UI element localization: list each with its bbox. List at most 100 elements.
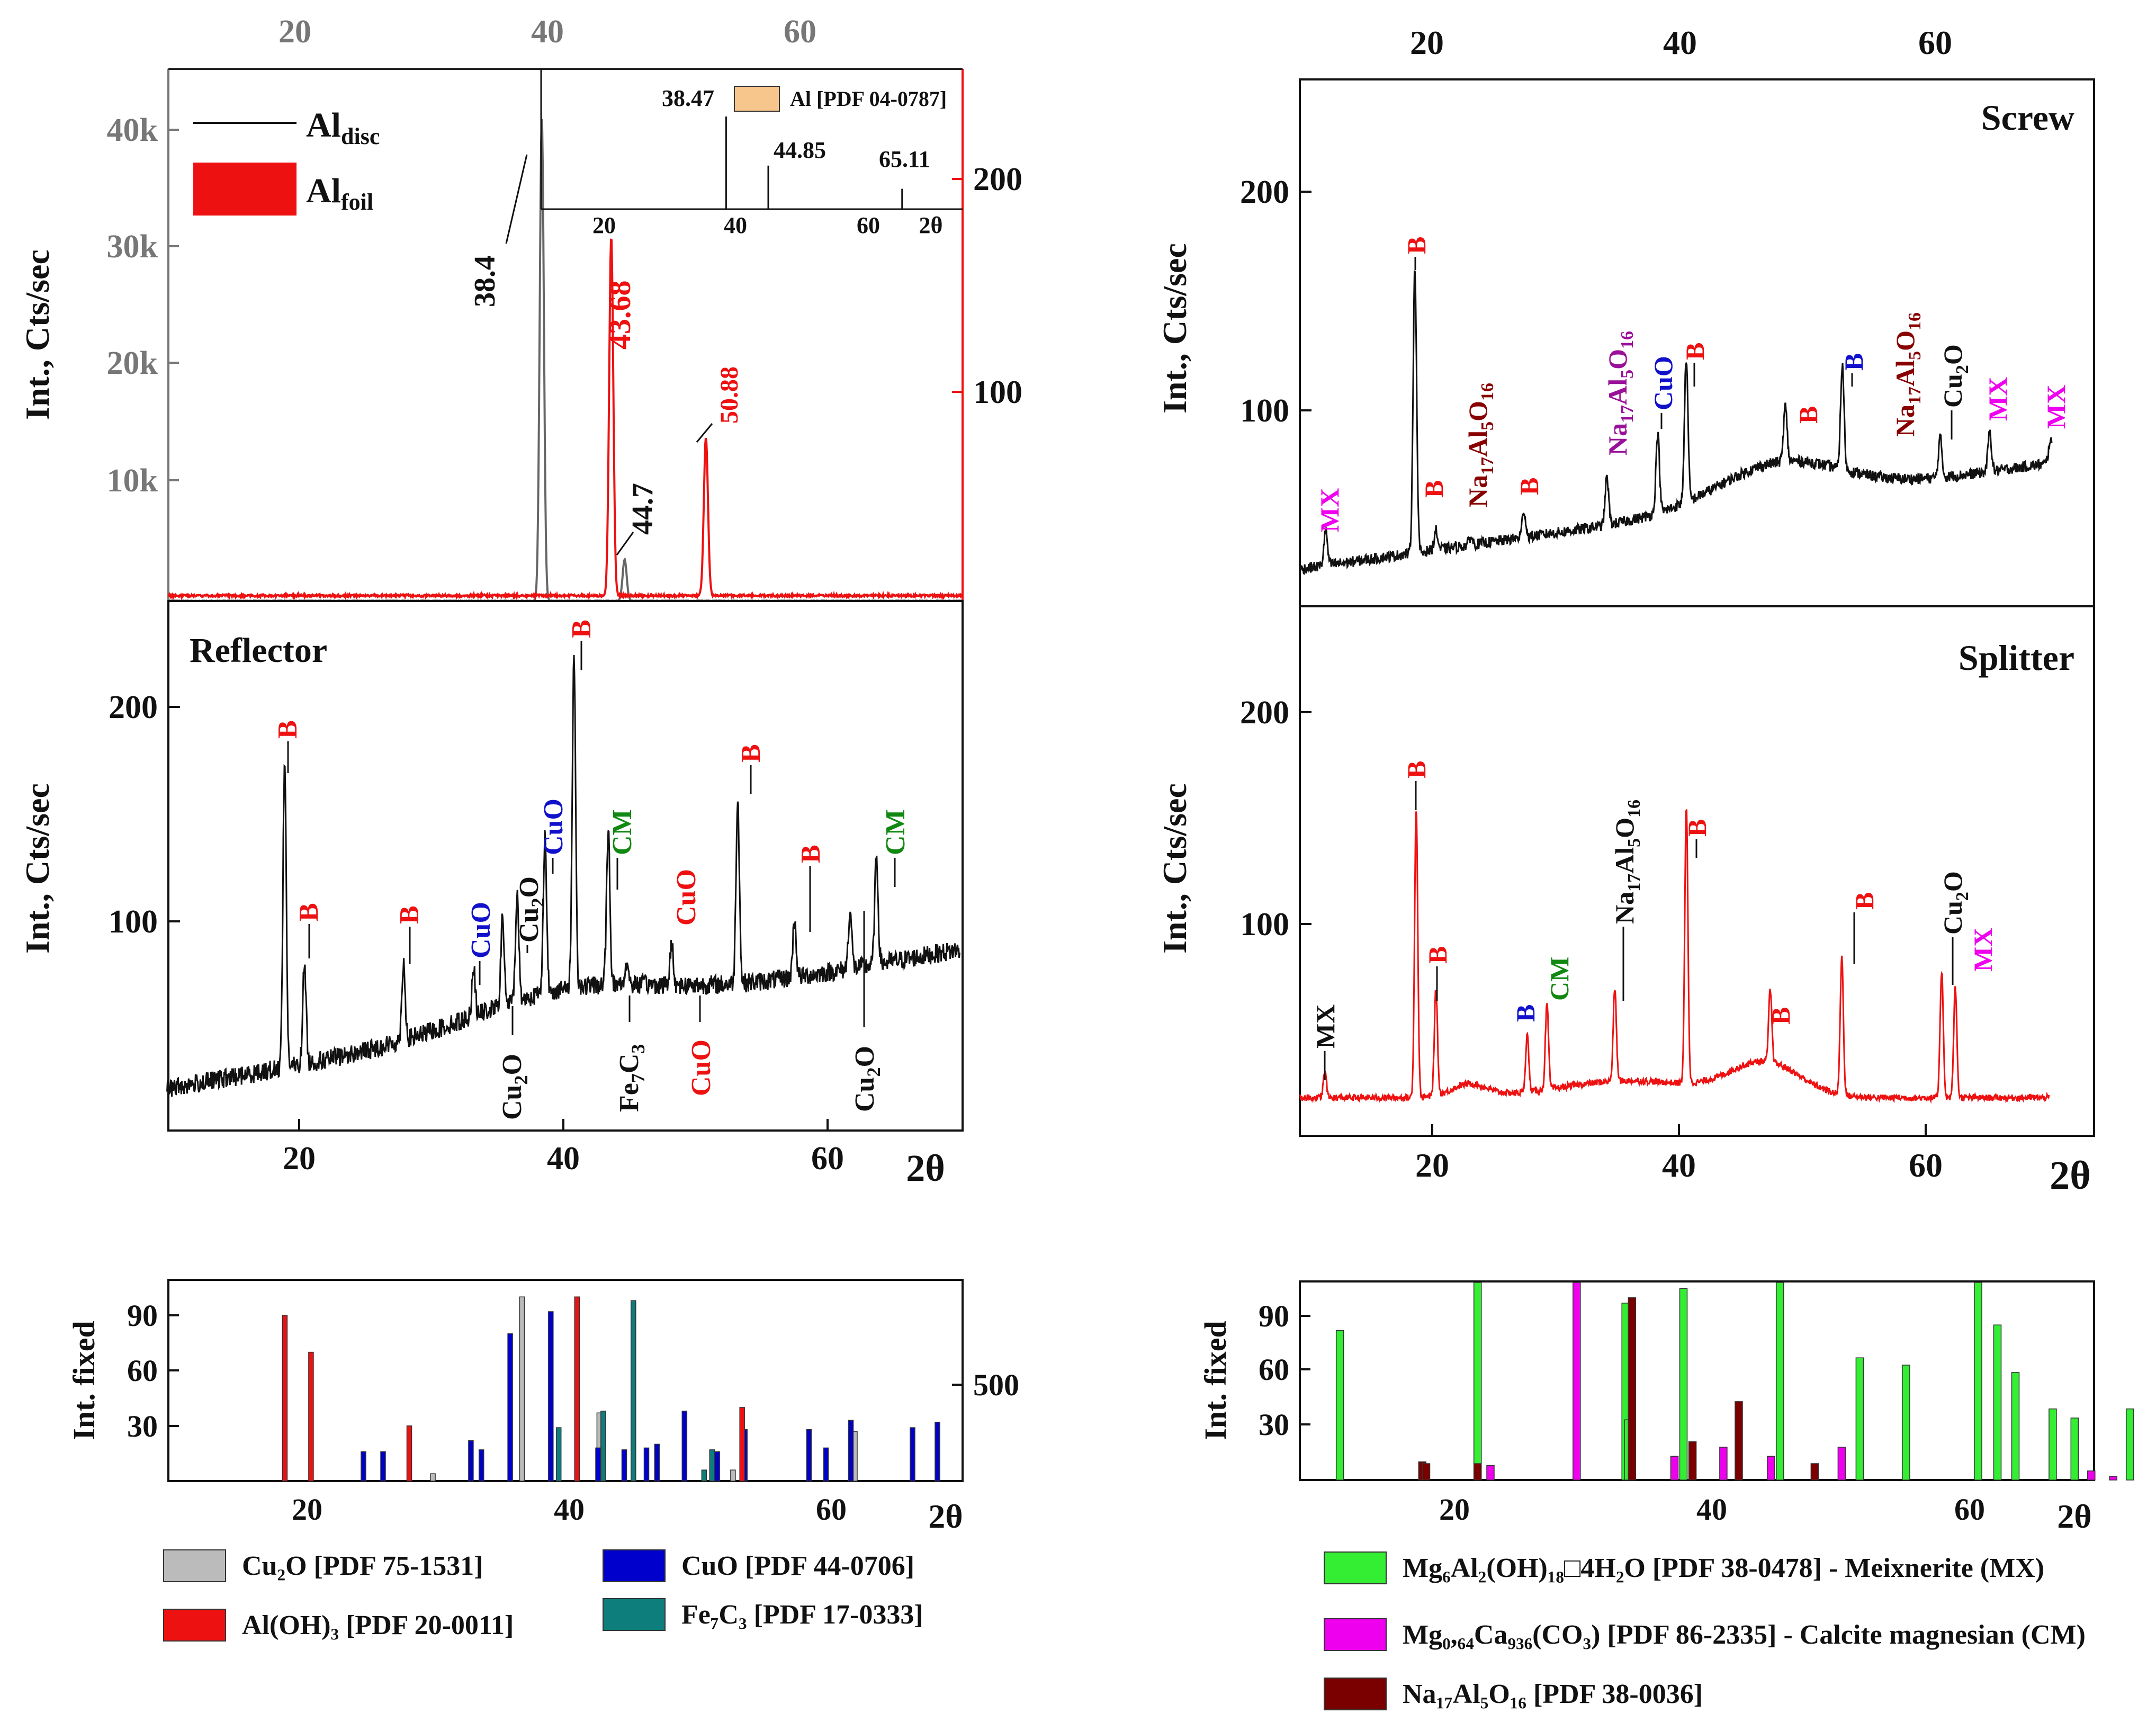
cuo-bar-9 bbox=[654, 1443, 660, 1482]
screw-label-B-6: B bbox=[1839, 353, 1868, 371]
mx-bar-0 bbox=[1335, 1330, 1344, 1481]
splitter-xtick-60: 60 bbox=[1909, 1146, 1943, 1184]
screw-label-Na-1: Na17Al5O16 bbox=[1463, 383, 1497, 507]
cuo-bar-5 bbox=[548, 1311, 554, 1482]
splitter-label-CM: CM bbox=[1544, 957, 1574, 1001]
splitter-title: Splitter bbox=[1959, 638, 2074, 678]
ref-right-xlabel: 2θ bbox=[2057, 1497, 2091, 1535]
mx-bar-13 bbox=[2126, 1408, 2134, 1481]
legend-fe7c3: Fe₇C₃ [PDF 17-0333] bbox=[603, 1598, 923, 1631]
screw-ytick-100: 100 bbox=[1240, 393, 1289, 429]
ref-right-ytick-30: 30 bbox=[1259, 1407, 1289, 1442]
ref-left-xlabel: 2θ bbox=[928, 1497, 963, 1535]
legend-na: Na₁₇Al₅O₁₆ [PDF 38-0036] bbox=[1324, 1678, 1703, 1710]
screw-title: Screw bbox=[1981, 97, 2074, 138]
legend-mx-swatch bbox=[1324, 1551, 1387, 1584]
screw-label-Cu2O: Cu2O bbox=[1938, 344, 1972, 408]
al-top-tick-20: 20 bbox=[279, 14, 311, 50]
fe7c3-bar-0 bbox=[555, 1427, 562, 1482]
aloh3-bar-3 bbox=[574, 1296, 580, 1482]
reflector-label-B-4: B bbox=[567, 620, 597, 638]
al-rtick-100: 100 bbox=[973, 374, 1022, 410]
reflector-label-CM-2: CM bbox=[881, 809, 911, 855]
legend-aloh3: Al(OH)₃ [PDF 20-0011] bbox=[163, 1609, 514, 1642]
al-ylabel: Int., Cts/sec bbox=[19, 249, 56, 420]
ref-left-ytick-60: 60 bbox=[127, 1353, 158, 1388]
cm-bar-6 bbox=[2087, 1470, 2096, 1481]
inset-reference-lines bbox=[725, 116, 903, 209]
mx-bar-4 bbox=[1679, 1288, 1688, 1481]
splitter-label-B-5: B bbox=[1766, 1007, 1795, 1025]
screw-ylabel: Int., Cts/sec bbox=[1156, 243, 1193, 414]
screw-label-MX-2: MX bbox=[1983, 377, 2013, 421]
aloh3-bar-4 bbox=[739, 1407, 745, 1482]
splitter-label-B-1: B bbox=[1402, 761, 1431, 778]
ref-left-ytick-30: 30 bbox=[127, 1409, 158, 1443]
al-peak-43-68: 43.68 bbox=[603, 281, 637, 350]
screw-label-B-1: B bbox=[1402, 237, 1431, 254]
inset-tick-40: 40 bbox=[724, 212, 747, 238]
legend-al-foil-swatch bbox=[193, 163, 297, 216]
na-bar-6 bbox=[1810, 1463, 1819, 1481]
ref-left-xtick-40: 40 bbox=[554, 1492, 585, 1527]
screw-top-tick-60: 60 bbox=[1918, 24, 1952, 61]
reflector-panel: Reflector 100 200 20 40 60 2θ Int., Cts/… bbox=[19, 600, 964, 1189]
screw-label-MX-3: MX bbox=[2041, 385, 2071, 429]
legend-fe7c3-swatch bbox=[603, 1598, 666, 1631]
cu2o-bar-1 bbox=[519, 1296, 525, 1482]
inset-title: Al [PDF 04-0787] bbox=[790, 87, 947, 111]
al-peak-38-4-leader bbox=[505, 154, 528, 244]
screw-top-ticks: 20 40 60 bbox=[1410, 24, 1952, 61]
splitter-leaders bbox=[1324, 781, 1954, 1080]
na-bar-2 bbox=[1473, 1463, 1482, 1481]
reflector-label-CM-1: CM bbox=[607, 809, 637, 855]
ref-right-ytick-60: 60 bbox=[1259, 1352, 1289, 1387]
ref-left-xtick-60: 60 bbox=[816, 1492, 847, 1527]
ref-left-bars bbox=[282, 1296, 940, 1482]
legend-mx: Mg₆Al₂(OH)₁₈□4H₂O [PDF 38-0478] - Meixne… bbox=[1324, 1551, 2044, 1584]
al-ytick-40k: 40k bbox=[107, 112, 158, 148]
al-inset: Al [PDF 04-0787] 38.47 44.85 65.11 20 40… bbox=[540, 69, 963, 238]
cu2o-bar-3 bbox=[730, 1469, 736, 1482]
fe7c3-bar-2 bbox=[631, 1300, 636, 1482]
splitter-ytick-200: 200 bbox=[1240, 695, 1289, 731]
ref-left-panel: 30 60 90 500 20 40 60 2θ Int. fixed bbox=[67, 1279, 1019, 1535]
reflector-ytick-100: 100 bbox=[109, 904, 158, 940]
al-peak-50-88-leader bbox=[696, 423, 713, 443]
ref-right-bars bbox=[1335, 1282, 2134, 1481]
ref-right-xtick-60: 60 bbox=[1954, 1492, 1985, 1527]
legend-cuo-label: CuO [PDF 44-0706] bbox=[681, 1550, 915, 1581]
legend-cu2o: Cu₂O [PDF 75-1531] bbox=[163, 1549, 483, 1582]
mx-bar-6 bbox=[1855, 1357, 1864, 1481]
inset-al-swatch bbox=[734, 86, 780, 112]
splitter-ylabel: Int., Cts/sec bbox=[1156, 783, 1193, 954]
cuo-bar-16 bbox=[910, 1427, 915, 1482]
reflector-xlabel: 2θ bbox=[906, 1147, 945, 1189]
al-panel: 10k 20k 30k 40k 100 200 Int., Cts/sec Al… bbox=[19, 68, 1022, 603]
ref-right-panel: 30 60 90 20 40 60 2θ Int. fixed bbox=[1198, 1280, 2134, 1535]
splitter-panel: Splitter 100 200 20 40 60 2θ Int., Cts/s… bbox=[1156, 605, 2095, 1198]
screw-ytick-200: 200 bbox=[1240, 174, 1289, 210]
legend-aloh3-swatch bbox=[163, 1609, 226, 1642]
screw-panel: Screw 100 200 Int., Cts/sec MX B B Na17A… bbox=[1156, 78, 2095, 607]
na-bar-3 bbox=[1628, 1297, 1637, 1481]
legend-cuo-swatch bbox=[603, 1549, 666, 1582]
ref-right-xtick-20: 20 bbox=[1439, 1492, 1470, 1527]
cm-bar-7 bbox=[2109, 1476, 2117, 1481]
screw-label-B-4: B bbox=[1680, 343, 1710, 360]
legend-cm: Mg₀,₆₄Ca₉₃₆(CO₃) [PDF 86-2335] - Calcite… bbox=[1324, 1618, 2086, 1651]
na-bar-5 bbox=[1735, 1401, 1743, 1481]
fe7c3-bar-4 bbox=[709, 1449, 715, 1482]
screw-label-B-5: B bbox=[1793, 406, 1823, 424]
splitter-trace bbox=[1299, 809, 2050, 1104]
al-peak-44-7-leader bbox=[616, 532, 634, 555]
ref-left-frame bbox=[167, 1279, 964, 1482]
al-ytick-30k: 30k bbox=[107, 229, 158, 265]
cuo-bar-14 bbox=[823, 1447, 829, 1482]
reflector-trace bbox=[166, 654, 960, 1097]
reflector-label-Fe7C3: Fe7C3 bbox=[614, 1044, 649, 1112]
mx-bar-12 bbox=[2070, 1418, 2079, 1481]
splitter-label-B-6: B bbox=[1849, 892, 1879, 910]
screw-label-MX-1: MX bbox=[1315, 488, 1344, 532]
ref-left-xtick-20: 20 bbox=[292, 1492, 322, 1527]
